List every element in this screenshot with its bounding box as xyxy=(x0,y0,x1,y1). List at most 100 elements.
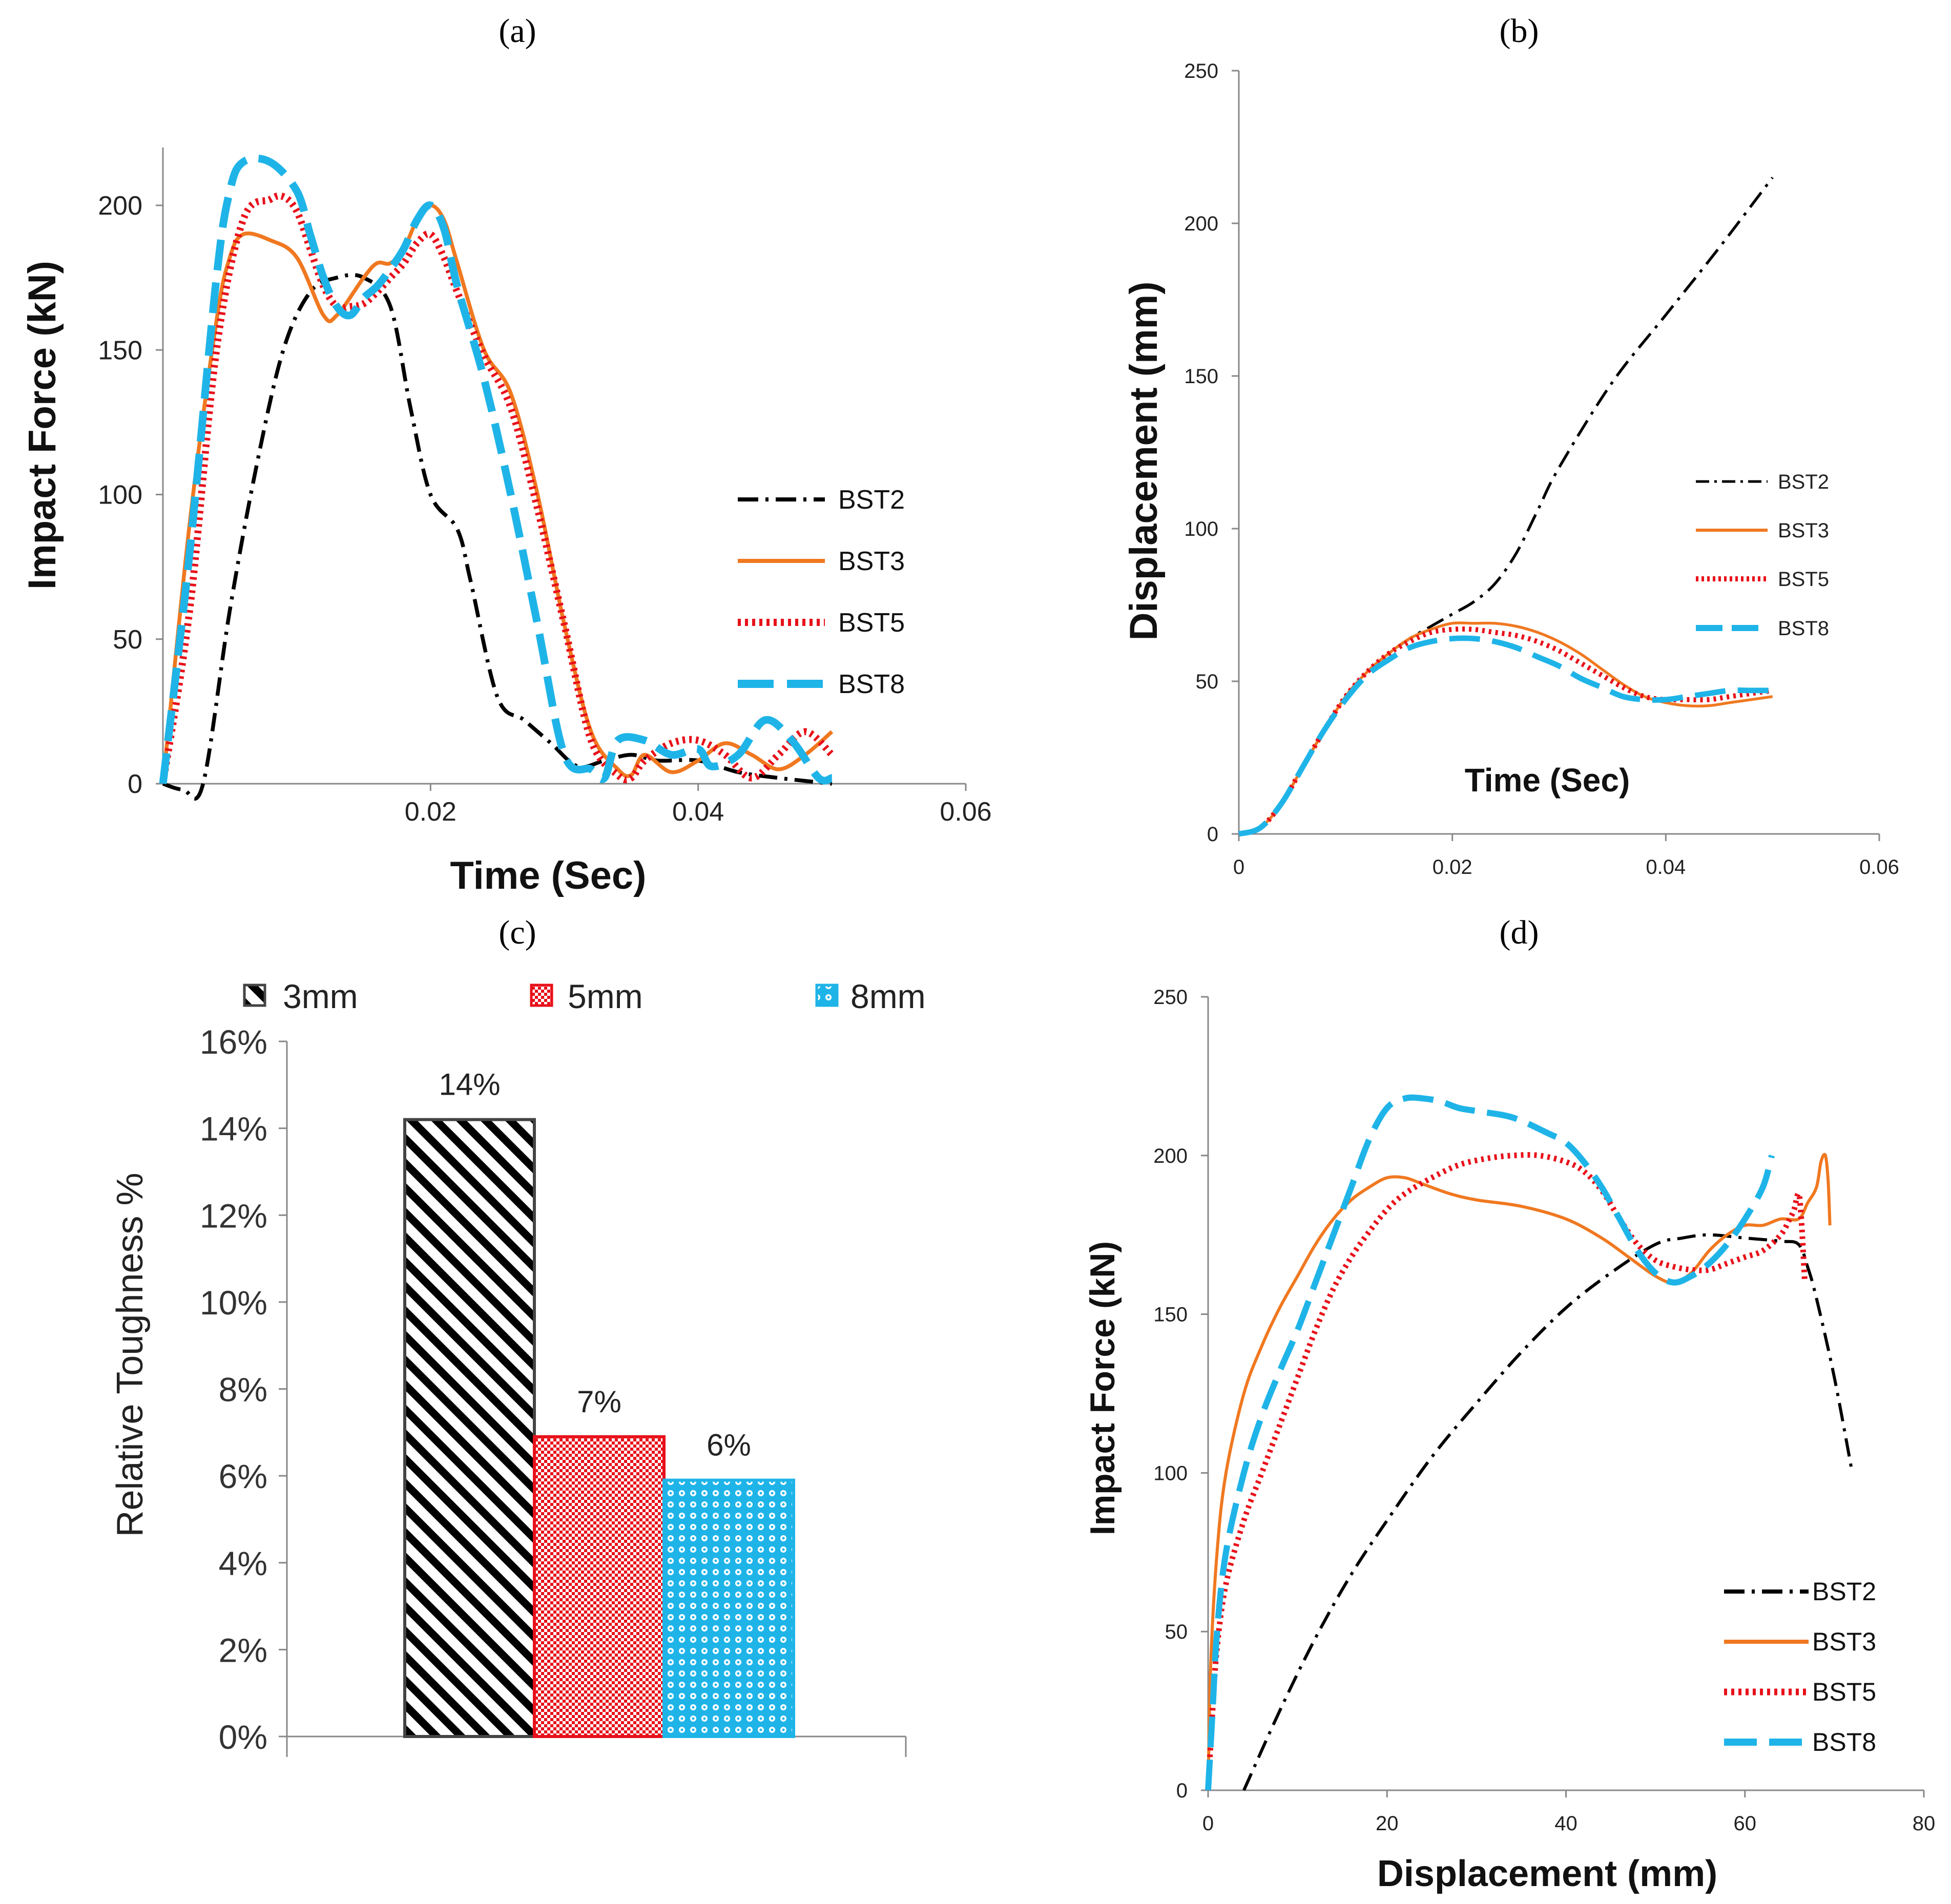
chart-a-xtick-label: 0.04 xyxy=(672,797,724,827)
legend-d-bst5-label: BST5 xyxy=(1812,1678,1876,1706)
chart-d-xtick-label: 0 xyxy=(1202,1812,1214,1835)
legend-b-bst8-label: BST8 xyxy=(1778,617,1829,640)
chart-c-ylabel: Relative Toughness % xyxy=(110,1173,151,1537)
panel-b: (b) 0 50 100 150 200 250 0 0.02 0.04 0.06 Time (S… xyxy=(1122,12,1899,878)
chart-a-xlabel: Time (Sec) xyxy=(450,854,647,897)
chart-a-series xyxy=(159,154,835,801)
chart-a-series-bst5 xyxy=(159,192,835,785)
chart-d-ytick-label: 150 xyxy=(1153,1304,1188,1326)
panel-d: (d) 0 50 100 150 200 250 0 20 40 60 80 Displacemen… xyxy=(1083,914,1935,1894)
chart-a-grid: 0 50 100 150 200 0.02 0.04 0.06 xyxy=(98,148,992,827)
legend-c-3mm-label: 3mm xyxy=(283,977,358,1015)
chart-d-series-bst8 xyxy=(1205,1094,1775,1791)
panel-a-title: (a) xyxy=(499,12,536,50)
chart-d-xtick-label: 60 xyxy=(1734,1812,1757,1835)
chart-c-ytick-label: 16% xyxy=(200,1023,267,1061)
chart-d-ytick-label: 50 xyxy=(1165,1621,1188,1643)
chart-b-xtick-label: 0.04 xyxy=(1646,856,1686,878)
chart-b-xtick-label: 0 xyxy=(1233,856,1244,878)
chart-b-legend: BST2 BST3 BST5 BST8 xyxy=(1696,471,1829,640)
chart-b-ytick-label: 150 xyxy=(1184,365,1218,388)
legend-d-bst2-label: BST2 xyxy=(1812,1577,1876,1606)
chart-a-xtick-label: 0.02 xyxy=(405,797,456,827)
chart-b-ytick-label: 200 xyxy=(1184,213,1218,235)
chart-b-ytick-label: 100 xyxy=(1184,518,1218,540)
chart-d-xtick-label: 40 xyxy=(1554,1812,1578,1835)
legend-b-bst2-label: BST2 xyxy=(1778,471,1829,493)
legend-a-bst8-label: BST8 xyxy=(838,669,905,699)
legend-d-bst3-label: BST3 xyxy=(1812,1627,1876,1656)
legend-b-bst3-label: BST3 xyxy=(1778,519,1829,542)
chart-b-xtick-label: 0.02 xyxy=(1433,856,1472,878)
panel-b-title: (b) xyxy=(1500,12,1539,50)
chart-c-ytick-label: 12% xyxy=(200,1197,267,1235)
legend-c-8mm-label: 8mm xyxy=(850,977,926,1015)
chart-d-xlabel: Displacement (mm) xyxy=(1377,1853,1717,1894)
chart-d-xtick-label: 80 xyxy=(1913,1812,1936,1835)
chart-b-series-bst8 xyxy=(1238,635,1773,837)
legend-c-5mm-swatch xyxy=(530,984,553,1007)
chart-c-ytick-label: 6% xyxy=(219,1457,267,1495)
chart-a-ytick-label: 50 xyxy=(113,625,142,655)
legend-a-bst3-label: BST3 xyxy=(838,547,905,576)
chart-d-ytick-label: 250 xyxy=(1153,986,1188,1009)
chart-d-ytick-label: 0 xyxy=(1176,1780,1188,1802)
bar-label-5mm: 7% xyxy=(577,1385,621,1419)
chart-b-ytick-label: 250 xyxy=(1184,60,1218,82)
chart-c-ytick-label: 4% xyxy=(219,1544,267,1582)
chart-d-xtick-label: 20 xyxy=(1376,1812,1399,1835)
legend-c-8mm-swatch xyxy=(815,984,839,1007)
chart-b-ytick-label: 50 xyxy=(1196,671,1219,693)
chart-a-ylabel: Impact Force (kN) xyxy=(20,261,64,590)
chart-b-ytick-label: 0 xyxy=(1207,823,1218,846)
bar-3mm xyxy=(403,1118,536,1739)
chart-a-ytick-label: 0 xyxy=(128,769,142,799)
chart-b-grid: 0 50 100 150 200 250 0 0.02 0.04 0.06 xyxy=(1184,60,1899,878)
chart-b-ylabel: Displacement (mm) xyxy=(1122,281,1166,640)
chart-d-legend: BST2 BST3 BST5 BST8 xyxy=(1724,1577,1876,1756)
legend-a-bst5-label: BST5 xyxy=(838,608,905,638)
chart-b-series xyxy=(1238,176,1774,837)
chart-d-ylabel: Impact Force (kN) xyxy=(1083,1241,1122,1535)
chart-b-xlabel: Time (Sec) xyxy=(1465,762,1630,799)
chart-c-bars: 14% 7% 6% xyxy=(403,1068,795,1739)
chart-c-ytick-label: 2% xyxy=(219,1631,267,1669)
chart-d-series xyxy=(1205,1094,1854,1791)
chart-d-series-bst3 xyxy=(1207,1153,1832,1791)
chart-c-ytick-label: 14% xyxy=(200,1110,267,1148)
chart-a-series-bst8 xyxy=(159,154,833,785)
bar-5mm xyxy=(533,1435,666,1738)
bar-label-8mm: 6% xyxy=(707,1428,751,1462)
legend-d-bst8-label: BST8 xyxy=(1812,1728,1876,1756)
chart-b-xtick-label: 0.06 xyxy=(1859,856,1899,878)
chart-d-ytick-label: 200 xyxy=(1153,1145,1188,1167)
chart-c-ytick-label: 0% xyxy=(219,1718,267,1756)
legend-a-bst2-label: BST2 xyxy=(838,485,905,515)
chart-c-legend: 3mm 5mm 8mm xyxy=(243,977,926,1015)
chart-a-ytick-label: 150 xyxy=(98,336,142,365)
legend-c-5mm-label: 5mm xyxy=(568,977,643,1015)
chart-c-ytick-label: 10% xyxy=(200,1284,267,1322)
chart-a-xtick-label: 0.06 xyxy=(940,797,991,827)
legend-c-3mm-swatch xyxy=(243,984,266,1007)
panel-d-title: (d) xyxy=(1500,914,1539,951)
legend-b-bst5-label: BST5 xyxy=(1778,568,1829,591)
chart-a-legend: BST2 BST3 BST5 BST8 xyxy=(738,485,905,699)
chart-d-series-bst2 xyxy=(1242,1233,1854,1791)
chart-b-series-bst5 xyxy=(1238,626,1773,836)
panel-c-title: (c) xyxy=(499,914,536,951)
chart-d-ytick-label: 100 xyxy=(1153,1462,1188,1484)
chart-a-ytick-label: 100 xyxy=(98,480,142,510)
panel-c: (c) 3mm 5mm 8mm 0% 2% 4% 6% 8% 10% 12% 14% 16% 1… xyxy=(110,914,926,1757)
bar-8mm xyxy=(662,1478,795,1738)
bar-label-3mm: 14% xyxy=(439,1068,500,1102)
chart-d-grid: 0 50 100 150 200 250 0 20 40 60 80 xyxy=(1153,986,1935,1835)
chart-b-series-bst3 xyxy=(1238,621,1773,835)
chart-a-series-bst3 xyxy=(161,203,834,784)
chart-d-series-bst5 xyxy=(1205,1152,1808,1791)
chart-c-ytick-label: 8% xyxy=(219,1371,267,1409)
chart-a-series-bst2 xyxy=(162,273,833,801)
chart-a-ytick-label: 200 xyxy=(98,191,142,221)
